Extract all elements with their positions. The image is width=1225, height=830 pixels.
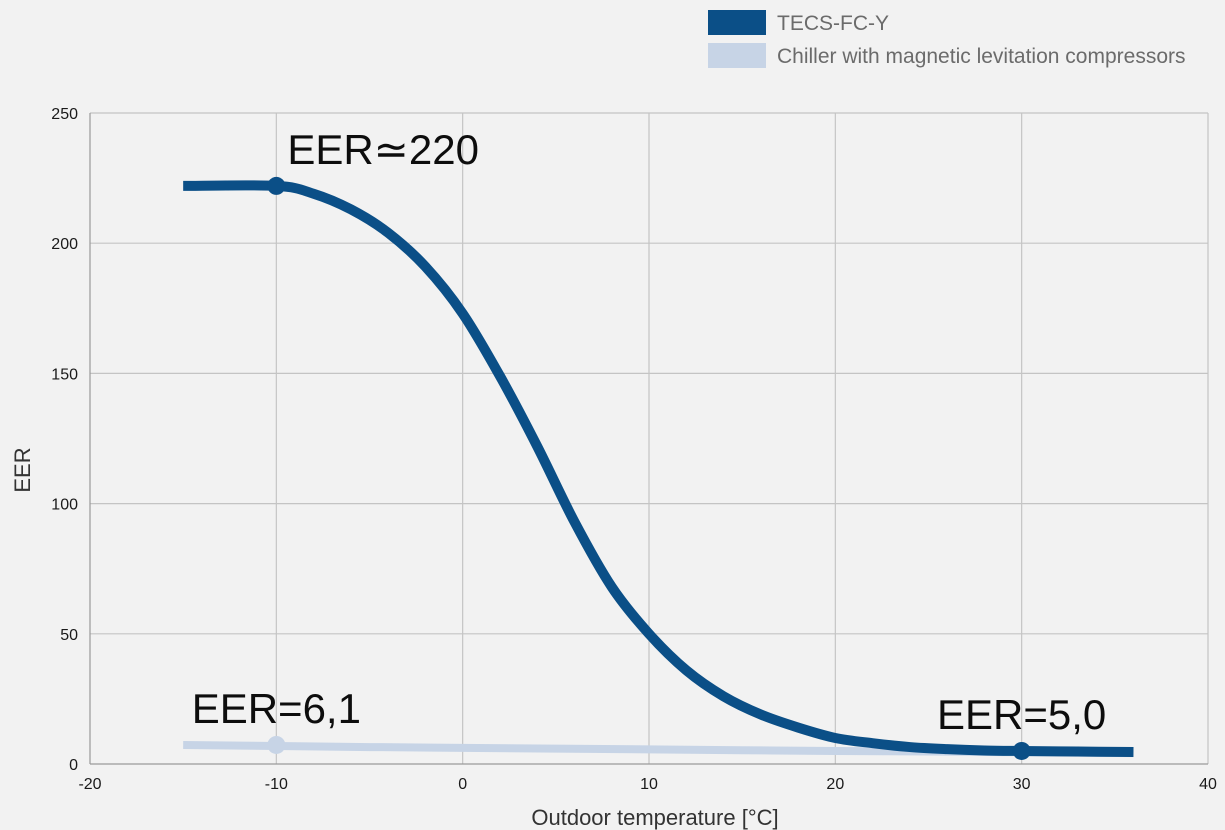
legend-label-tecs: TECS-FC-Y (777, 12, 889, 35)
y-tick-label: 200 (51, 236, 78, 253)
x-tick-label: -10 (265, 776, 288, 793)
x-tick-label: 30 (1013, 776, 1031, 793)
y-tick-label: 50 (60, 627, 78, 644)
x-tick-label: 40 (1199, 776, 1217, 793)
series-line-tecs (183, 180, 1134, 758)
data-markers (267, 176, 1031, 760)
legend: TECS-FC-Y Chiller with magnetic levitati… (708, 10, 1186, 68)
legend-swatch-chiller (708, 43, 766, 68)
y-axis-title: EER (10, 447, 35, 492)
x-tick-label: 0 (458, 776, 467, 793)
annotation-label: EER=6,1 (192, 685, 361, 732)
axes (89, 113, 1208, 765)
data-point-tecs (1012, 741, 1031, 760)
series-lines (183, 180, 1134, 758)
annotation-label: EER≃220 (287, 126, 479, 173)
data-point-chiller (267, 735, 286, 754)
annotation-label: EER=5,0 (937, 691, 1106, 738)
x-tick-label: -20 (78, 776, 101, 793)
y-tick-label: 100 (51, 497, 78, 514)
tick-labels: -20 -10 0 10 20 30 40 0 50 100 150 200 250 (51, 106, 1217, 793)
legend-swatch-tecs (708, 10, 766, 35)
y-tick-label: 0 (69, 757, 78, 774)
x-tick-label: 10 (640, 776, 658, 793)
legend-label-chiller: Chiller with magnetic levitation compres… (777, 45, 1186, 68)
y-tick-label: 250 (51, 106, 78, 123)
x-tick-label: 20 (826, 776, 844, 793)
y-tick-label: 150 (51, 366, 78, 383)
annotations: EER≃220 EER=6,1 EER=5,0 (192, 126, 1107, 738)
data-point-tecs (267, 176, 286, 195)
x-axis-title: Outdoor temperature [°C] (531, 805, 778, 830)
grid-lines (90, 112, 1209, 764)
